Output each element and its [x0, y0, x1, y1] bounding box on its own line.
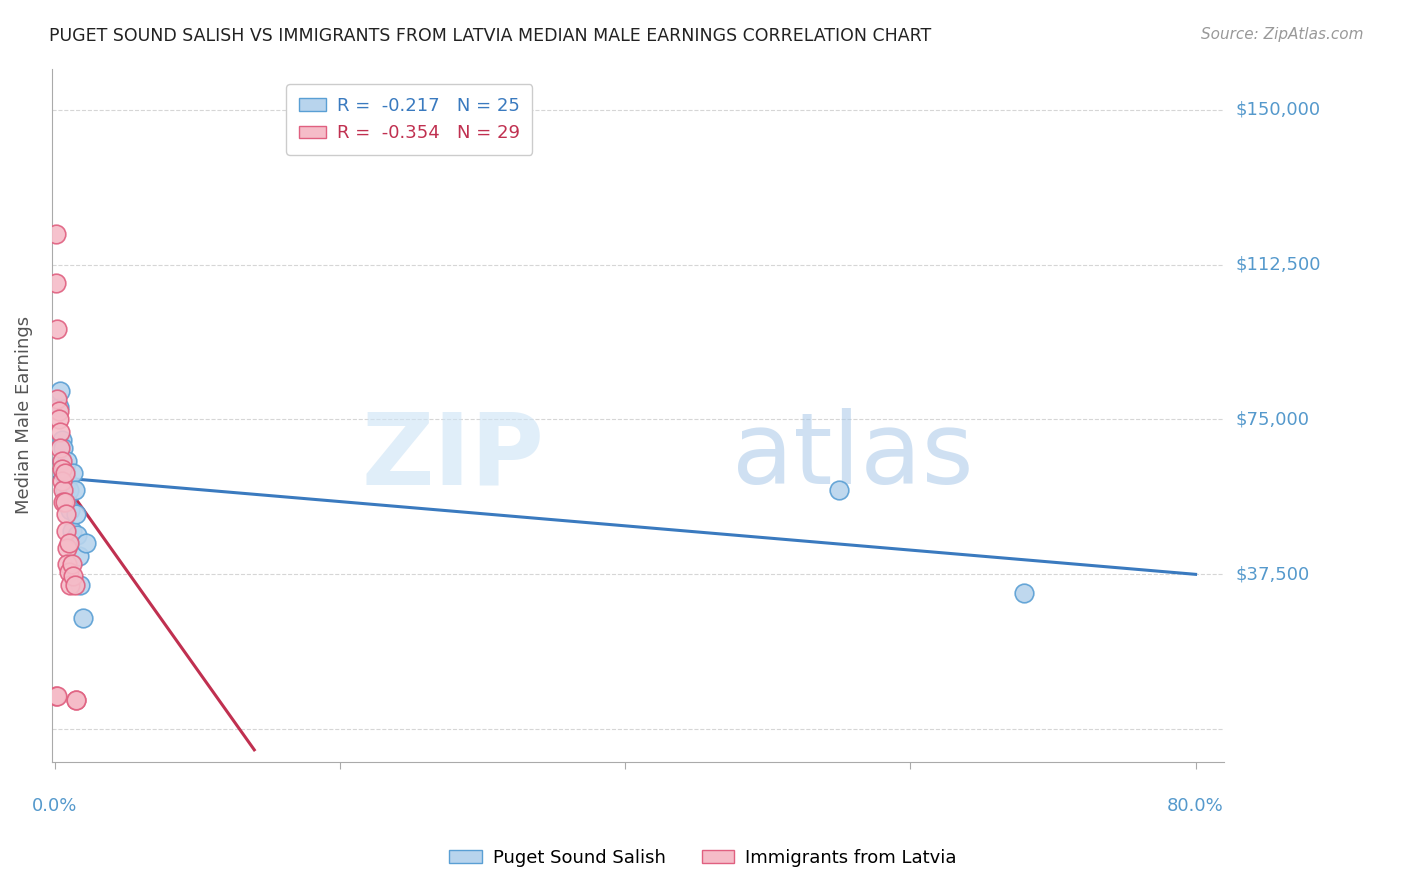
Point — [52, 442, 75, 456]
Point — [46, 392, 69, 406]
Point — [52, 466, 75, 480]
Point — [56, 475, 79, 489]
Point — [1014, 586, 1036, 600]
Point — [69, 577, 91, 591]
Y-axis label: Median Male Earnings: Median Male Earnings — [15, 317, 32, 515]
Point — [45, 277, 67, 291]
Point — [46, 321, 69, 335]
Point — [53, 462, 76, 476]
Point — [59, 577, 82, 591]
Point — [56, 541, 79, 555]
Text: 0.0%: 0.0% — [32, 797, 77, 815]
Text: PUGET SOUND SALISH VS IMMIGRANTS FROM LATVIA MEDIAN MALE EARNINGS CORRELATION CH: PUGET SOUND SALISH VS IMMIGRANTS FROM LA… — [49, 27, 931, 45]
Point — [45, 689, 67, 703]
Point — [65, 693, 87, 707]
Point — [67, 549, 90, 563]
Point — [60, 557, 83, 571]
Point — [53, 495, 76, 509]
Text: $150,000: $150,000 — [1236, 101, 1320, 119]
Point — [56, 454, 79, 468]
Point — [828, 483, 851, 497]
Point — [55, 475, 77, 489]
Point — [58, 566, 80, 580]
Legend: R =  -0.217   N = 25, R =  -0.354   N = 29: R = -0.217 N = 25, R = -0.354 N = 29 — [287, 85, 533, 155]
Point — [53, 466, 76, 480]
Point — [48, 412, 70, 426]
Point — [45, 227, 67, 241]
Point — [55, 508, 77, 522]
Text: $75,000: $75,000 — [1236, 410, 1309, 428]
Point — [66, 528, 89, 542]
Point — [55, 495, 77, 509]
Point — [75, 536, 97, 550]
Text: $37,500: $37,500 — [1236, 566, 1309, 583]
Text: Source: ZipAtlas.com: Source: ZipAtlas.com — [1201, 27, 1364, 42]
Point — [55, 524, 77, 538]
Text: ZIP: ZIP — [361, 409, 544, 506]
Point — [62, 569, 84, 583]
Point — [56, 557, 79, 571]
Point — [48, 404, 70, 418]
Text: atlas: atlas — [731, 409, 973, 506]
Point — [59, 503, 82, 517]
Point — [51, 454, 73, 468]
Point — [46, 689, 69, 703]
Text: 80.0%: 80.0% — [1167, 797, 1225, 815]
Point — [72, 610, 94, 624]
Point — [52, 495, 75, 509]
Point — [49, 442, 72, 456]
Point — [65, 508, 87, 522]
Point — [51, 462, 73, 476]
Point — [58, 536, 80, 550]
Point — [48, 400, 70, 414]
Point — [53, 483, 76, 497]
Text: $112,500: $112,500 — [1236, 256, 1320, 274]
Point — [63, 577, 86, 591]
Point — [49, 384, 72, 398]
Point — [52, 483, 75, 497]
Point — [62, 466, 84, 480]
Point — [51, 454, 73, 468]
Point — [49, 425, 72, 439]
Point — [58, 483, 80, 497]
Point — [51, 433, 73, 447]
Point — [65, 693, 87, 707]
Legend: Puget Sound Salish, Immigrants from Latvia: Puget Sound Salish, Immigrants from Latv… — [443, 842, 963, 874]
Point — [63, 483, 86, 497]
Point — [60, 524, 83, 538]
Point — [51, 475, 73, 489]
